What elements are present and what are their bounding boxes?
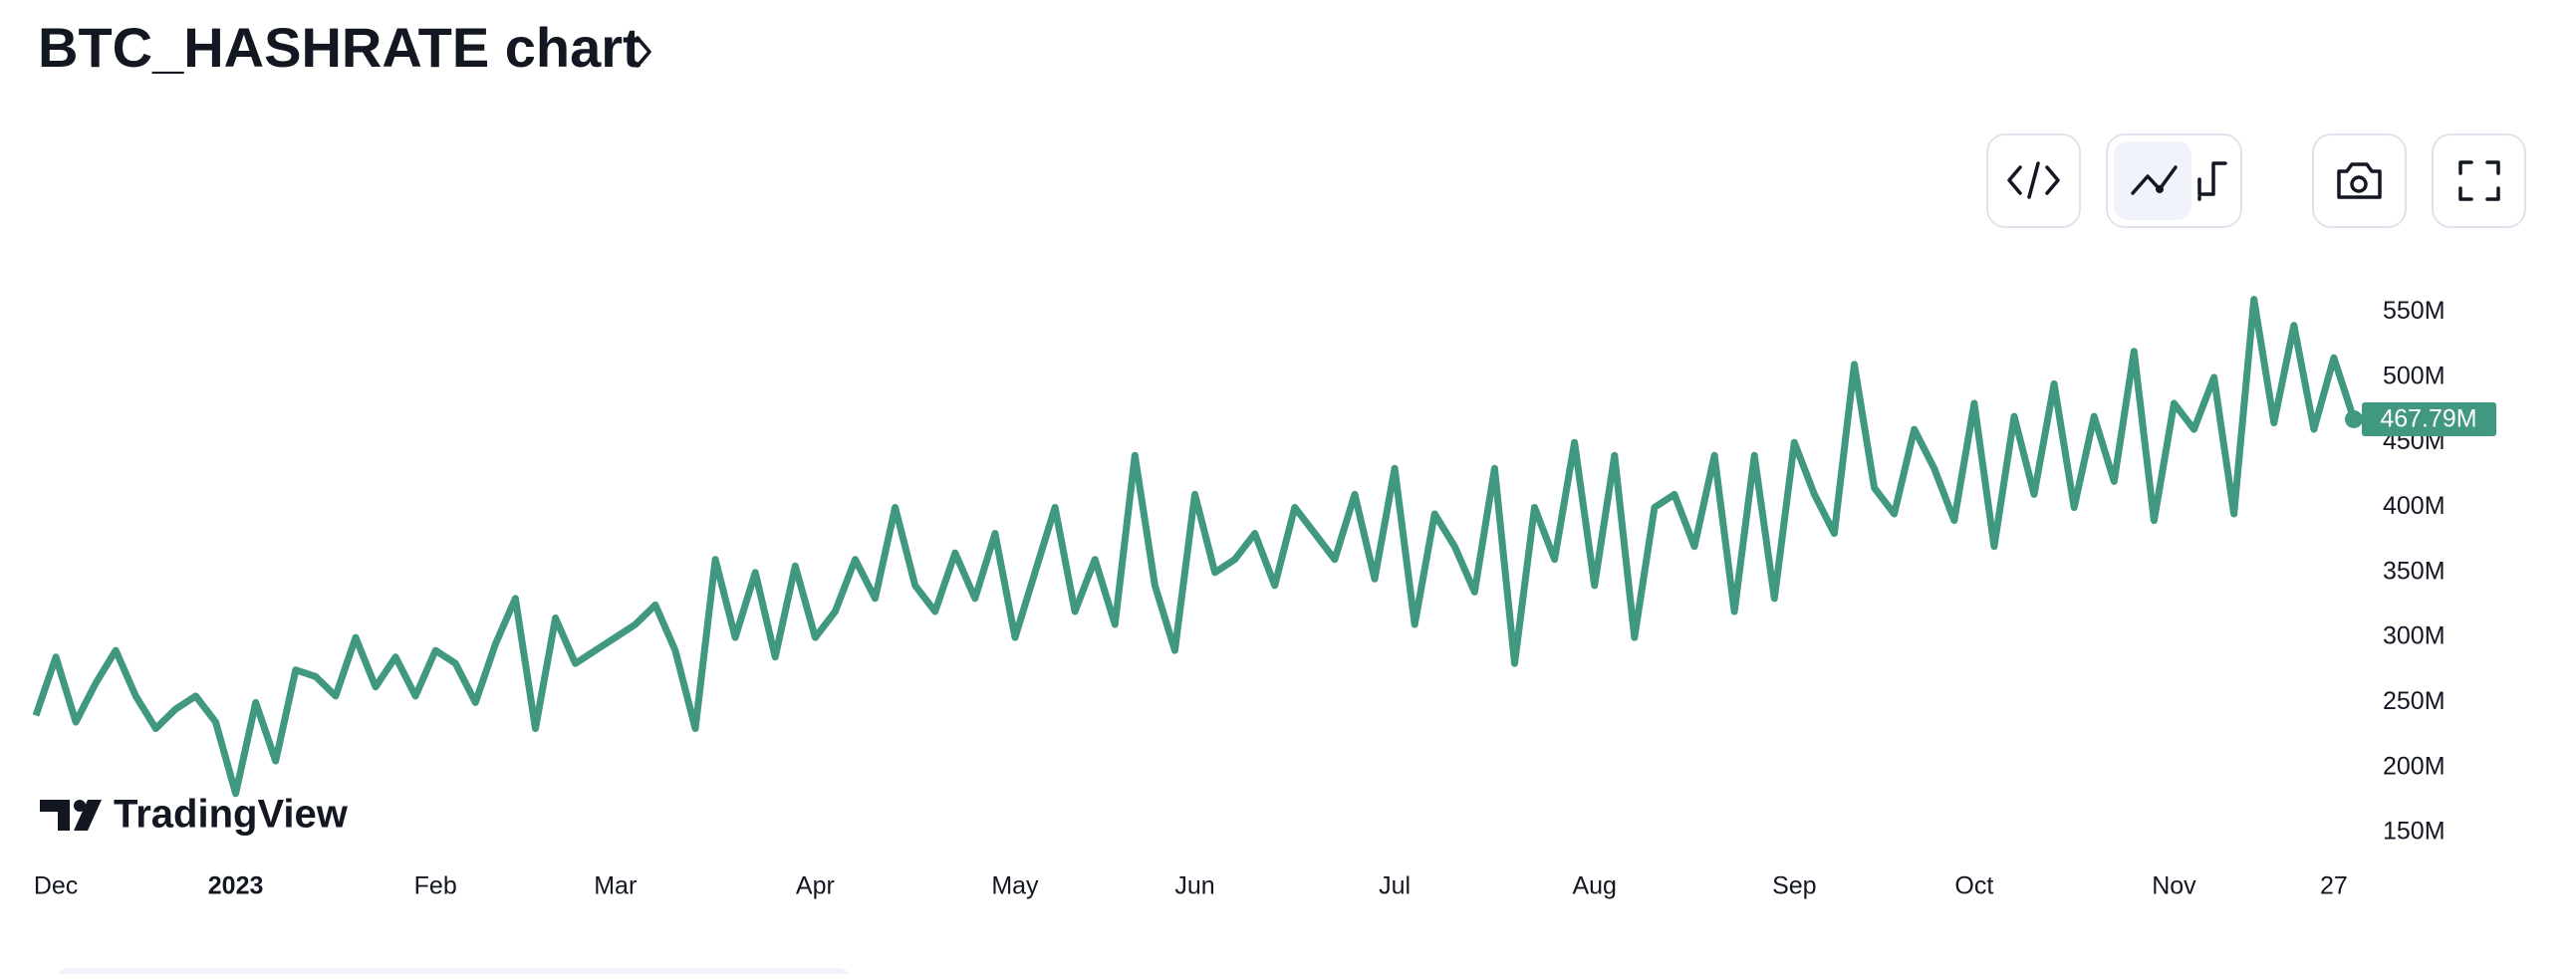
y-tick-label: 200M	[2383, 752, 2446, 780]
last-value-label: 467.79M	[2380, 405, 2476, 433]
y-tick-label: 300M	[2383, 622, 2446, 650]
bottom-panel	[55, 968, 852, 979]
y-tick-label: 250M	[2383, 687, 2446, 715]
chart-title[interactable]: BTC_HASHRATE chart	[38, 16, 642, 79]
line-icon-dot	[2156, 185, 2164, 193]
x-tick-label: Feb	[414, 872, 457, 900]
x-tick-label: May	[991, 872, 1039, 900]
screenshot-button[interactable]	[2312, 133, 2407, 228]
fullscreen-button[interactable]	[2432, 133, 2526, 228]
x-tick-label: Apr	[796, 872, 835, 900]
embed-button[interactable]	[1986, 133, 2081, 228]
x-tick-label: Jun	[1174, 872, 1214, 900]
y-tick-label: 150M	[2383, 818, 2446, 846]
y-tick-label: 350M	[2383, 557, 2446, 585]
chevron[interactable]	[636, 36, 651, 68]
data-line	[32, 296, 2358, 798]
x-tick-label: Oct	[1954, 872, 1993, 900]
x-tick-label: Aug	[1572, 872, 1616, 900]
logo-text: TradingView	[114, 793, 349, 837]
last-point	[2345, 409, 2363, 428]
step-button[interactable]	[2197, 161, 2227, 201]
x-tick-label: Sep	[1772, 872, 1816, 900]
x-tick-label: Jul	[1379, 872, 1411, 900]
y-tick-label: 400M	[2383, 492, 2446, 520]
y-tick-label: 550M	[2383, 297, 2446, 325]
x-tick-label: Dec	[34, 872, 78, 900]
x-tick-label: 2023	[208, 872, 264, 900]
x-tick-label: Mar	[594, 872, 637, 900]
y-tick-label: 500M	[2383, 363, 2446, 390]
chart-type-group	[2106, 133, 2242, 228]
x-tick-label: 27	[2320, 872, 2348, 900]
x-tick-label: Nov	[2152, 872, 2196, 900]
tradingview-logo[interactable]: TradingView	[40, 793, 349, 837]
last-value-box	[2362, 401, 2496, 436]
